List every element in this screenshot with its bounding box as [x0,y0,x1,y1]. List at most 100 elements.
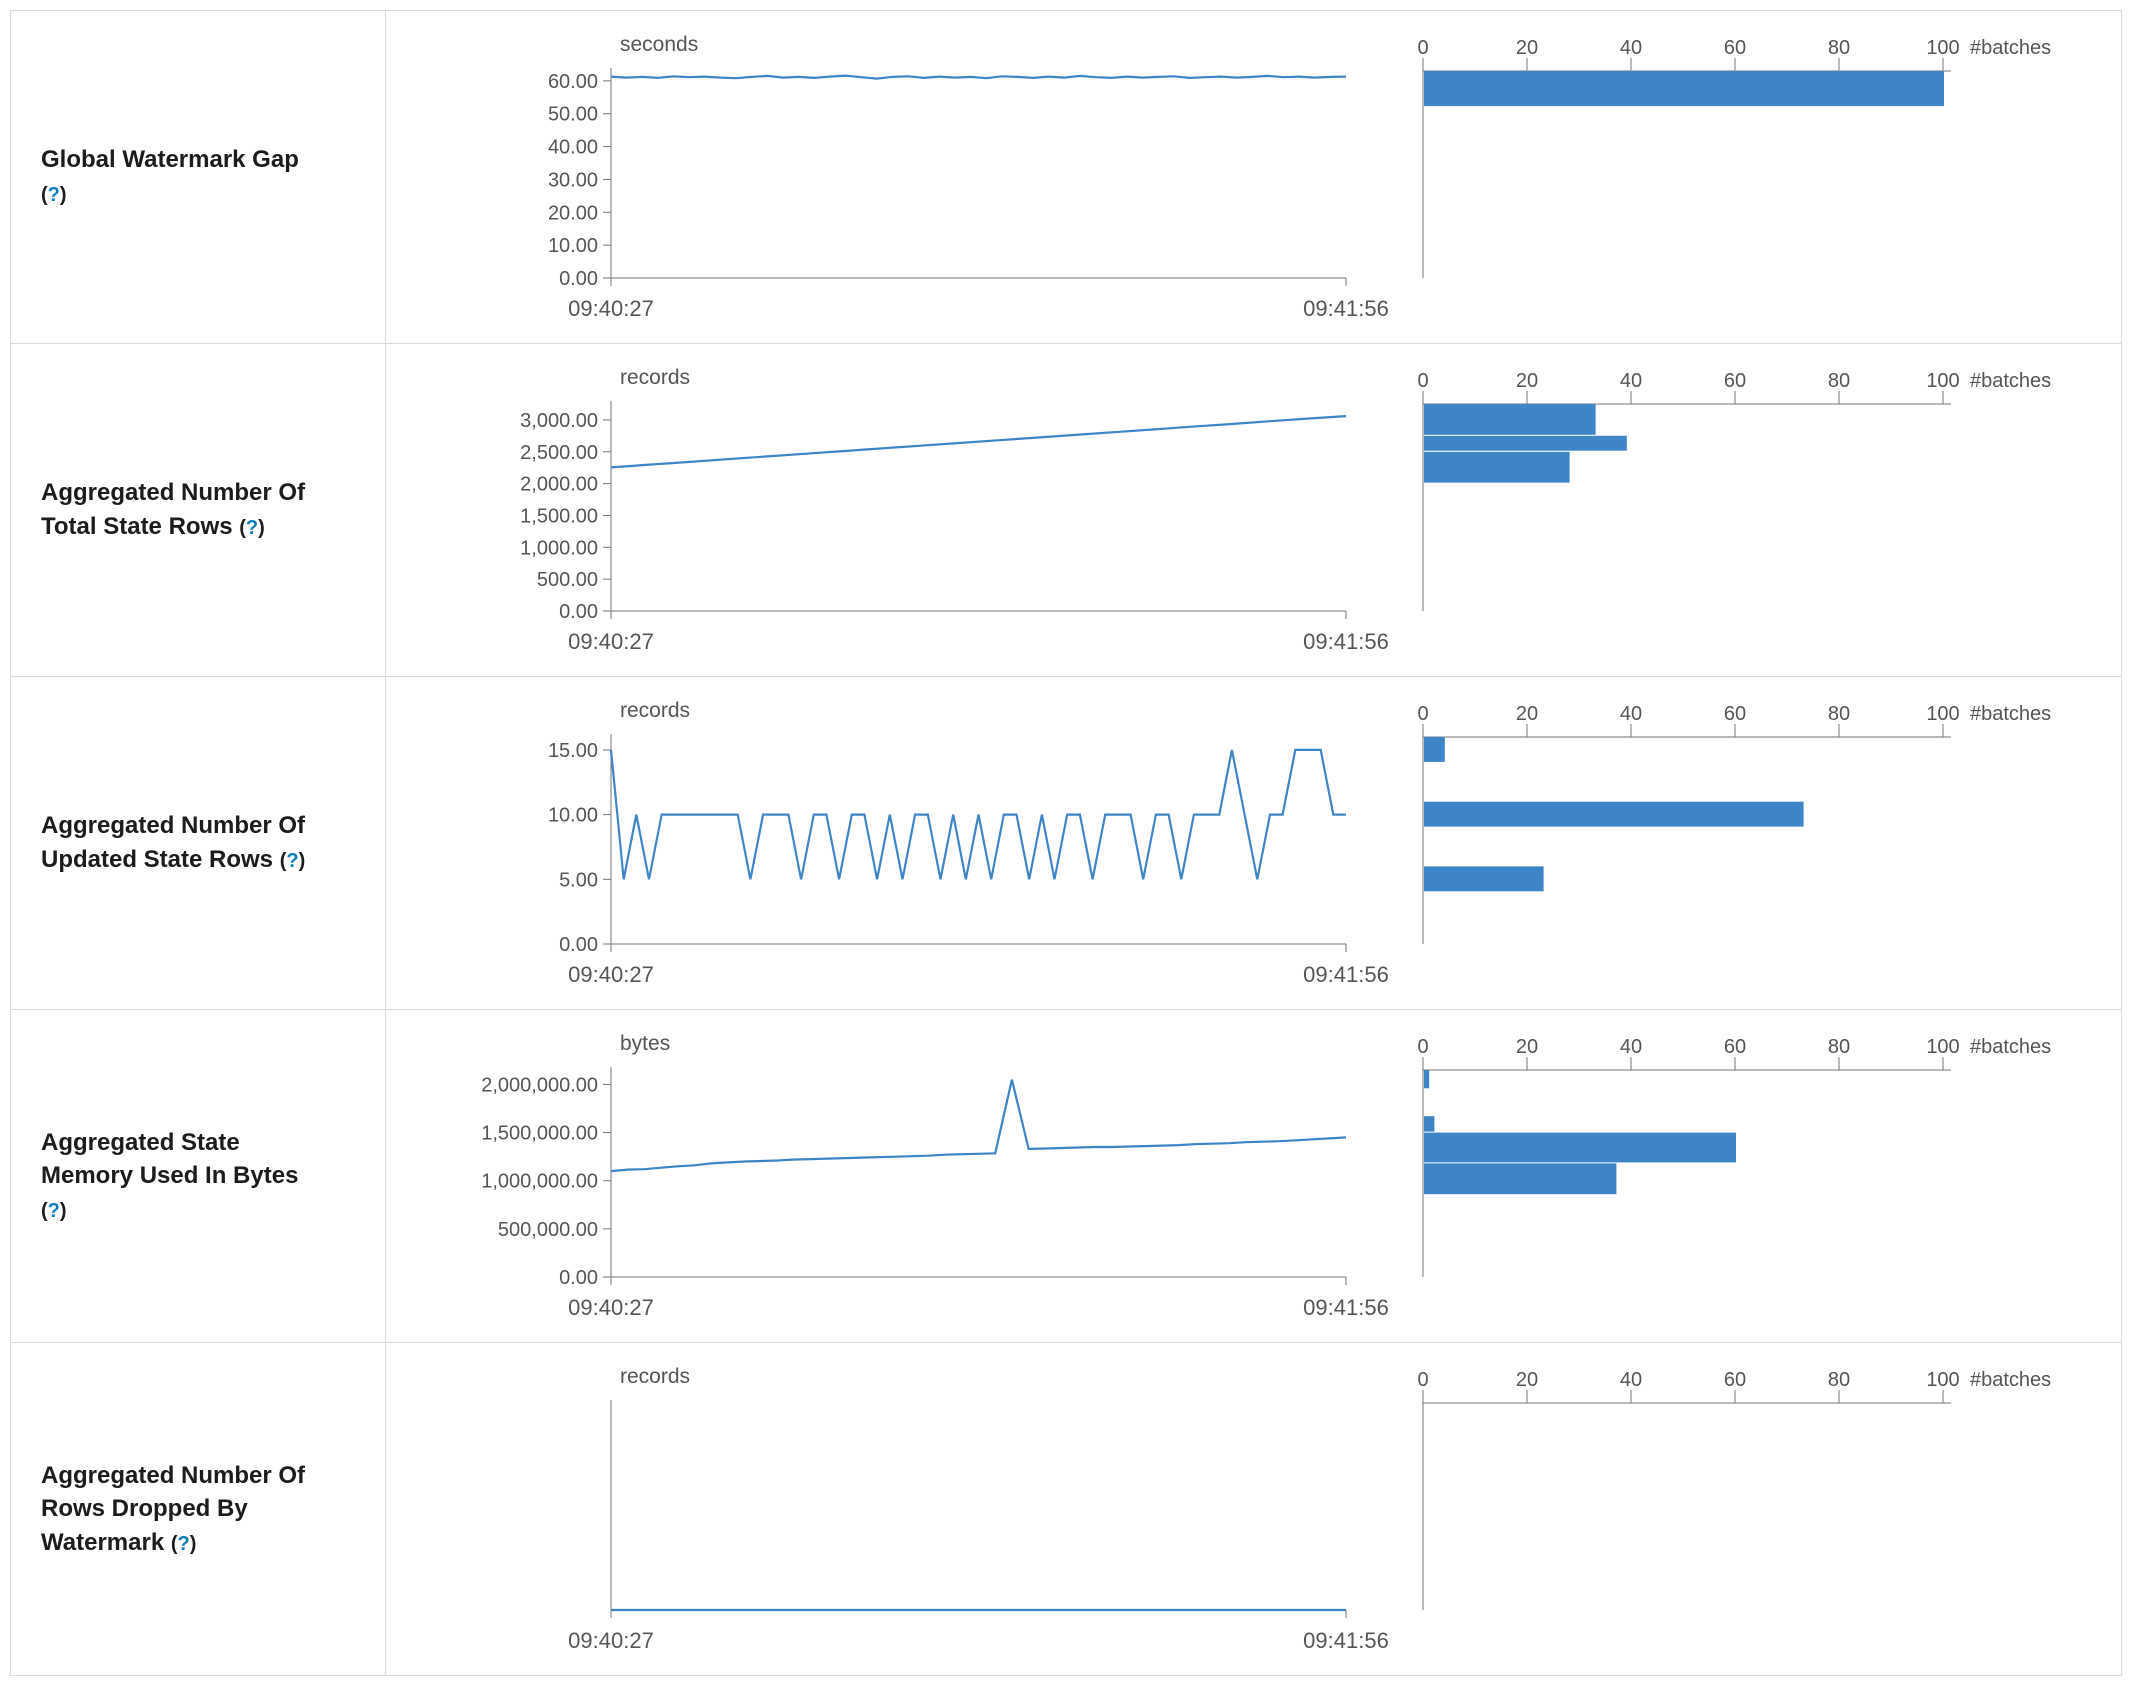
timeline-chart: seconds 0.00 10.00 20.00 30.00 40.00 50.00 60.0… [548,33,1389,321]
help-tooltip: (?) [41,1200,67,1222]
svg-text:1,000,000.00: 1,000,000.00 [481,1171,598,1193]
histogram-cell: 0 20 40 60 80 100 #batches [1411,677,2121,1009]
help-link[interactable]: ? [245,517,259,539]
help-paren-close: ) [298,850,306,872]
svg-text:1,500.00: 1,500.00 [520,505,598,527]
metric-label-cell: Aggregated Number Of Total State Rows (?… [11,344,386,676]
svg-text:2,000,000.00: 2,000,000.00 [481,1074,598,1096]
svg-text:09:41:56: 09:41:56 [1303,962,1389,987]
svg-text:09:41:56: 09:41:56 [1303,1295,1389,1320]
svg-text:0: 0 [1417,1036,1428,1058]
help-paren-close: ) [59,1199,67,1222]
svg-text:2,500.00: 2,500.00 [520,442,598,464]
svg-text:0: 0 [1417,703,1428,725]
svg-text:records: records [620,366,690,389]
histogram-cell: 0 20 40 60 80 100 #batches [1411,1343,2121,1675]
metric-row-global-watermark-gap: Global Watermark Gap (?) seconds 0.00 10.0… [11,11,2121,344]
svg-text:09:41:56: 09:41:56 [1303,296,1389,321]
help-tooltip: (?) [41,184,67,206]
svg-text:0.00: 0.00 [559,1267,598,1289]
svg-text:10.00: 10.00 [548,235,598,257]
help-link[interactable]: ? [47,1199,60,1222]
metric-row-rows-dropped-by-watermark: Aggregated Number Of Rows Dropped By Wat… [11,1343,2121,1675]
timeline-chart: records 0.00 5.00 10.00 15.00 09:40:27 09:41:5… [548,699,1389,987]
svg-text:500,000.00: 500,000.00 [498,1219,598,1241]
metric-label-cell: Aggregated Number Of Rows Dropped By Wat… [11,1343,386,1675]
svg-text:50.00: 50.00 [548,104,598,126]
metric-label-text: Aggregated Number Of Total State Rows [41,479,306,540]
help-tooltip: (?) [171,1533,197,1555]
metric-label: Aggregated Number Of Total State Rows (?… [41,476,326,543]
help-link[interactable]: ? [286,850,299,872]
svg-text:40.00: 40.00 [548,137,598,159]
svg-text:10.00: 10.00 [548,805,598,827]
svg-text:20.00: 20.00 [548,202,598,224]
svg-text:1,500,000.00: 1,500,000.00 [481,1123,598,1145]
svg-text:15.00: 15.00 [548,740,598,762]
help-link[interactable]: ? [47,184,60,206]
timeline-cell: records 0.00 5.00 10.00 15.00 09:40:27 09:41:5… [386,677,1411,1009]
metric-label-text: Aggregated Number Of Updated State Rows [41,812,306,873]
svg-text:100: 100 [1926,37,1959,59]
svg-text:records: records [620,1365,690,1388]
svg-text:20: 20 [1516,370,1538,392]
svg-text:100: 100 [1926,370,1959,392]
svg-text:0: 0 [1417,37,1428,59]
help-tooltip: (?) [239,517,265,539]
svg-text:09:40:27: 09:40:27 [568,629,654,654]
metric-label: Aggregated State Memory Used In Bytes (?… [41,1126,326,1227]
svg-text:09:41:56: 09:41:56 [1303,1628,1389,1653]
svg-text:seconds: seconds [620,33,698,56]
timeline-cell: bytes 0.00 500,000.00 1,000,000.00 1,500,000… [386,1010,1411,1342]
metric-label: Aggregated Number Of Rows Dropped By Wat… [41,1459,326,1560]
svg-text:2,000.00: 2,000.00 [520,474,598,496]
svg-text:40: 40 [1620,703,1642,725]
svg-text:60: 60 [1724,1369,1746,1391]
svg-text:100: 100 [1926,1369,1959,1391]
svg-text:0: 0 [1417,1369,1428,1391]
svg-text:09:41:56: 09:41:56 [1303,629,1389,654]
histogram-chart: 0 20 40 60 80 100 #batches [1417,37,2051,278]
help-tooltip: (?) [280,850,306,872]
metric-label-cell: Aggregated Number Of Updated State Rows … [11,677,386,1009]
help-paren-open: ( [41,184,48,206]
svg-text:5.00: 5.00 [559,869,598,891]
svg-text:20: 20 [1516,37,1538,59]
svg-text:40: 40 [1620,1369,1642,1391]
svg-text:500.00: 500.00 [537,569,598,591]
svg-text:20: 20 [1516,1369,1538,1391]
svg-text:40: 40 [1620,370,1642,392]
svg-text:80: 80 [1828,703,1850,725]
timeline-cell: records 0.00 500.00 1,000.00 1,500.00 2,000.0… [386,344,1411,676]
svg-text:bytes: bytes [620,1032,670,1055]
timeline-chart: bytes 0.00 500,000.00 1,000,000.00 1,500,000… [481,1032,1389,1320]
svg-text:60.00: 60.00 [548,71,598,93]
svg-text:30.00: 30.00 [548,169,598,191]
timeline-cell: seconds 0.00 10.00 20.00 30.00 40.00 50.00 60.0… [386,11,1411,343]
timeline-chart: records 09:40:27 09:41:56 [568,1365,1389,1653]
svg-text:09:40:27: 09:40:27 [568,1628,654,1653]
histogram-cell: 0 20 40 60 80 100 #batches [1411,344,2121,676]
svg-text:0.00: 0.00 [559,934,598,956]
help-paren-close: ) [59,184,67,206]
help-paren-open: ( [239,517,246,539]
help-paren-open: ( [279,850,287,872]
histogram-chart: 0 20 40 60 80 100 #batches [1417,703,2051,944]
svg-text:100: 100 [1926,1036,1959,1058]
svg-text:09:40:27: 09:40:27 [568,1295,654,1320]
help-link[interactable]: ? [177,1532,190,1555]
metric-row-total-state-rows: Aggregated Number Of Total State Rows (?… [11,344,2121,677]
svg-text:80: 80 [1828,1036,1850,1058]
svg-text:1,000.00: 1,000.00 [520,537,598,559]
svg-text:09:40:27: 09:40:27 [568,962,654,987]
histogram-chart: 0 20 40 60 80 100 #batches [1417,370,2051,611]
svg-text:0.00: 0.00 [559,268,598,290]
histogram-cell: 0 20 40 60 80 100 #batches [1411,11,2121,343]
svg-text:40: 40 [1620,1036,1642,1058]
timeline-chart: records 0.00 500.00 1,000.00 1,500.00 2,000.0… [520,366,1389,654]
help-paren-open: ( [41,1199,48,1222]
svg-text:#batches: #batches [1970,37,2051,59]
svg-text:#batches: #batches [1970,703,2051,725]
help-paren-close: ) [258,517,265,539]
metric-row-state-memory-used: Aggregated State Memory Used In Bytes (?… [11,1010,2121,1343]
